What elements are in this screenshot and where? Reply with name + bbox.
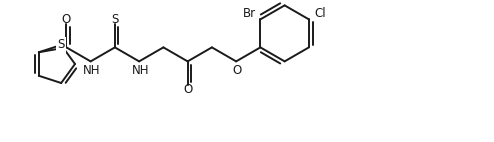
Text: O: O: [233, 64, 242, 77]
Text: O: O: [183, 83, 192, 96]
Text: S: S: [111, 13, 119, 26]
Text: S: S: [57, 38, 65, 52]
Text: NH: NH: [83, 64, 100, 77]
Text: Cl: Cl: [314, 7, 326, 20]
Text: Br: Br: [243, 7, 256, 20]
Text: O: O: [62, 13, 71, 26]
Text: NH: NH: [131, 64, 149, 77]
